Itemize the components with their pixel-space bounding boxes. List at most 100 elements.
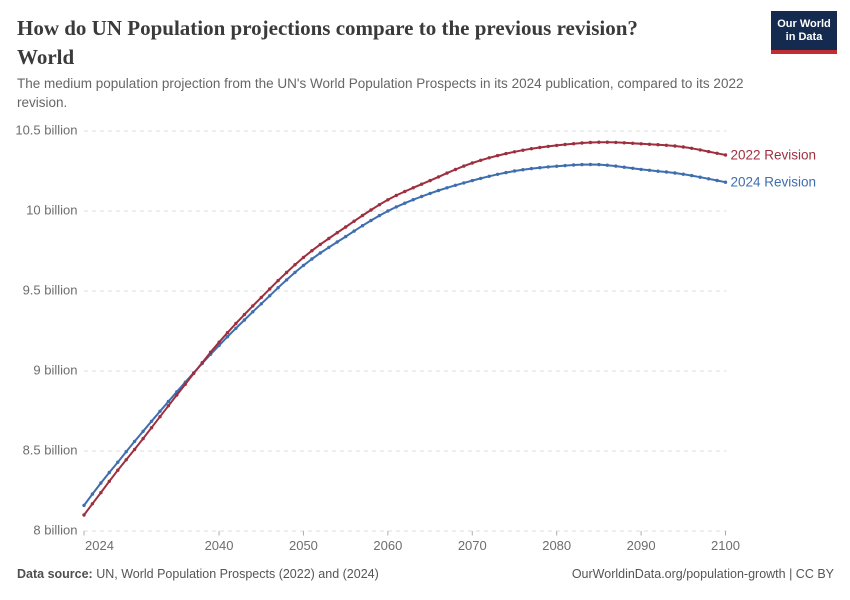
data-point-2024-revision[interactable] xyxy=(588,162,593,167)
data-point-2024-revision[interactable] xyxy=(428,191,432,196)
data-point-2022-revision[interactable] xyxy=(166,404,171,408)
data-point-2024-revision[interactable] xyxy=(344,234,348,239)
data-point-2024-revision[interactable] xyxy=(470,178,474,183)
data-point-2024-revision[interactable] xyxy=(504,170,508,175)
data-point-2022-revision[interactable] xyxy=(631,141,635,145)
data-point-2022-revision[interactable] xyxy=(116,468,120,472)
data-point-2024-revision[interactable] xyxy=(268,294,272,298)
data-point-2024-revision[interactable] xyxy=(301,263,306,268)
data-point-2022-revision[interactable] xyxy=(141,436,145,441)
data-point-2022-revision[interactable] xyxy=(698,148,702,152)
data-point-2024-revision[interactable] xyxy=(259,302,263,306)
data-point-2024-revision[interactable] xyxy=(673,171,677,175)
data-point-2022-revision[interactable] xyxy=(512,150,517,154)
data-point-2022-revision[interactable] xyxy=(234,321,238,326)
data-point-2022-revision[interactable] xyxy=(394,193,398,198)
data-point-2024-revision[interactable] xyxy=(664,170,669,174)
data-point-2024-revision[interactable] xyxy=(487,174,491,178)
data-point-2024-revision[interactable] xyxy=(495,172,500,176)
data-point-2022-revision[interactable] xyxy=(242,312,247,317)
data-point-2024-revision[interactable] xyxy=(698,175,702,179)
data-point-2024-revision[interactable] xyxy=(453,183,458,187)
data-point-2024-revision[interactable] xyxy=(411,198,415,202)
data-point-2024-revision[interactable] xyxy=(242,318,247,322)
data-point-2024-revision[interactable] xyxy=(276,286,280,290)
data-point-2024-revision[interactable] xyxy=(251,310,255,314)
data-point-2022-revision[interactable] xyxy=(327,236,331,241)
data-point-2022-revision[interactable] xyxy=(268,287,272,291)
data-point-2024-revision[interactable] xyxy=(352,229,356,233)
data-point-2024-revision[interactable] xyxy=(403,201,407,205)
data-point-2022-revision[interactable] xyxy=(251,304,255,308)
data-point-2024-revision[interactable] xyxy=(234,326,238,330)
data-point-2024-revision[interactable] xyxy=(597,162,601,167)
data-point-2022-revision[interactable] xyxy=(158,415,162,419)
data-point-2022-revision[interactable] xyxy=(183,382,187,386)
data-point-2022-revision[interactable] xyxy=(369,208,373,212)
data-point-2022-revision[interactable] xyxy=(690,146,694,150)
data-point-2022-revision[interactable] xyxy=(192,371,196,376)
data-point-2024-revision[interactable] xyxy=(614,164,618,168)
data-point-2024-revision[interactable] xyxy=(546,165,550,169)
data-point-2022-revision[interactable] xyxy=(470,161,474,165)
data-point-2022-revision[interactable] xyxy=(538,145,542,150)
data-point-2022-revision[interactable] xyxy=(614,140,618,145)
data-point-2024-revision[interactable] xyxy=(555,164,559,168)
data-point-2022-revision[interactable] xyxy=(487,156,491,160)
data-point-2024-revision[interactable] xyxy=(225,335,230,339)
data-point-2024-revision[interactable] xyxy=(681,172,685,176)
data-point-2024-revision[interactable] xyxy=(462,181,466,185)
data-point-2022-revision[interactable] xyxy=(428,178,432,183)
data-point-2024-revision[interactable] xyxy=(124,450,128,454)
data-point-2024-revision[interactable] xyxy=(369,218,373,223)
data-point-2024-revision[interactable] xyxy=(318,251,322,255)
data-point-2024-revision[interactable] xyxy=(99,481,103,485)
data-point-2022-revision[interactable] xyxy=(377,203,382,207)
data-point-2022-revision[interactable] xyxy=(411,186,415,190)
data-point-2024-revision[interactable] xyxy=(158,409,162,413)
data-point-2022-revision[interactable] xyxy=(403,189,407,194)
data-point-2022-revision[interactable] xyxy=(588,140,593,145)
data-point-2022-revision[interactable] xyxy=(318,242,322,247)
data-point-2022-revision[interactable] xyxy=(723,153,728,157)
data-point-2022-revision[interactable] xyxy=(99,490,103,495)
data-point-2024-revision[interactable] xyxy=(580,162,584,167)
data-point-2022-revision[interactable] xyxy=(107,479,112,483)
data-point-2022-revision[interactable] xyxy=(529,147,534,151)
data-point-2024-revision[interactable] xyxy=(107,470,112,475)
data-point-2024-revision[interactable] xyxy=(141,429,145,433)
data-point-2024-revision[interactable] xyxy=(647,168,652,172)
data-point-2022-revision[interactable] xyxy=(352,219,356,223)
data-point-2022-revision[interactable] xyxy=(344,225,348,229)
data-point-2022-revision[interactable] xyxy=(546,144,550,149)
data-point-2022-revision[interactable] xyxy=(479,158,483,162)
data-point-2024-revision[interactable] xyxy=(723,180,728,184)
data-point-2022-revision[interactable] xyxy=(124,458,128,462)
data-point-2022-revision[interactable] xyxy=(715,151,719,155)
data-point-2022-revision[interactable] xyxy=(175,393,179,397)
data-point-2024-revision[interactable] xyxy=(529,166,534,171)
data-point-2022-revision[interactable] xyxy=(647,142,652,146)
data-point-2022-revision[interactable] xyxy=(639,142,643,146)
data-point-2022-revision[interactable] xyxy=(82,513,86,517)
data-point-2022-revision[interactable] xyxy=(656,143,660,147)
data-point-2022-revision[interactable] xyxy=(571,142,576,146)
data-point-2022-revision[interactable] xyxy=(259,295,263,300)
data-point-2024-revision[interactable] xyxy=(690,173,694,178)
data-point-2024-revision[interactable] xyxy=(436,188,441,193)
data-point-2024-revision[interactable] xyxy=(377,213,382,218)
data-point-2022-revision[interactable] xyxy=(335,231,339,235)
data-point-2024-revision[interactable] xyxy=(386,209,390,213)
data-point-2024-revision[interactable] xyxy=(512,169,517,173)
data-point-2024-revision[interactable] xyxy=(631,166,635,170)
data-point-2024-revision[interactable] xyxy=(335,240,339,244)
data-point-2022-revision[interactable] xyxy=(622,141,626,145)
data-point-2022-revision[interactable] xyxy=(504,151,508,156)
data-point-2024-revision[interactable] xyxy=(166,399,171,404)
data-point-2022-revision[interactable] xyxy=(462,164,466,168)
data-point-2022-revision[interactable] xyxy=(386,198,390,202)
data-point-2022-revision[interactable] xyxy=(495,153,500,158)
data-point-2024-revision[interactable] xyxy=(571,163,576,167)
series-line-2024-revision[interactable] xyxy=(83,163,727,507)
data-point-2024-revision[interactable] xyxy=(284,278,289,282)
